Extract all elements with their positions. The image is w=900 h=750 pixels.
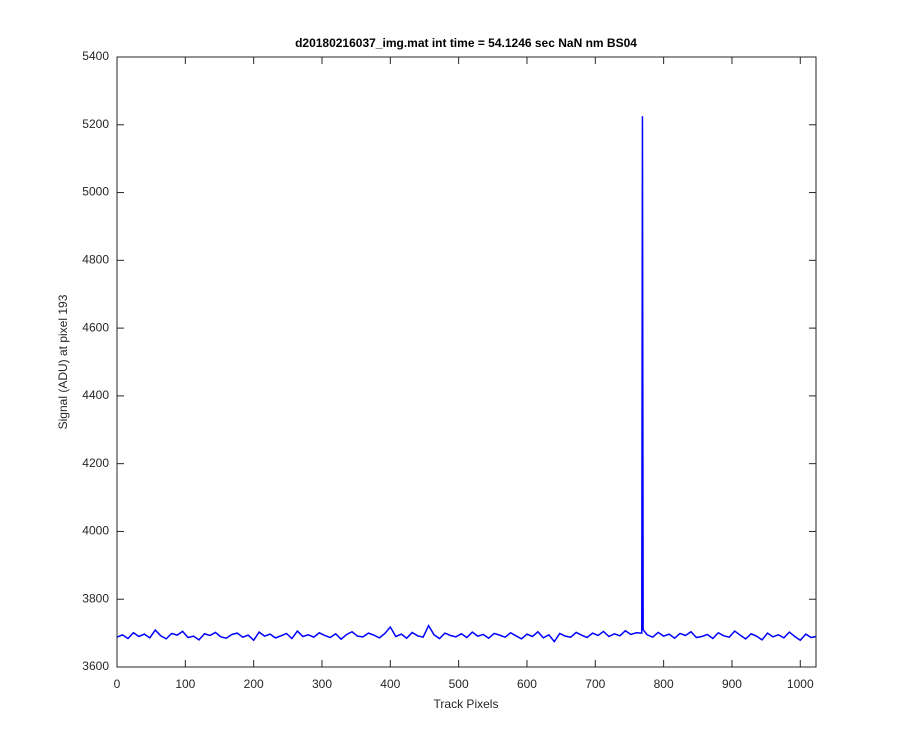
y-tick-label: 5200 [82,117,109,131]
x-tick-label: 600 [517,677,537,691]
y-tick-label: 3600 [82,659,109,673]
x-tick-label: 200 [244,677,264,691]
x-axis-label: Track Pixels [434,697,499,711]
x-tick-label: 300 [312,677,332,691]
x-tick-label: 100 [175,677,195,691]
y-tick-label: 5000 [82,185,109,199]
x-tick-label: 700 [585,677,605,691]
y-tick-label: 4800 [82,253,109,267]
axes-box [116,56,817,668]
y-tick-label: 5400 [82,49,109,63]
data-line [116,116,817,643]
y-axis-label: Signal (ADU) at pixel 193 [56,294,70,429]
x-tick-label: 900 [722,677,742,691]
x-tick-label: 800 [654,677,674,691]
x-tick-label: 1000 [787,677,814,691]
y-tick-label: 3800 [82,591,109,605]
chart-title: d20180216037_img.mat int time = 54.1246 … [295,36,637,50]
x-tick-label: 0 [114,677,121,691]
x-tick-label: 500 [449,677,469,691]
x-tick-label: 400 [380,677,400,691]
y-tick-label: 4000 [82,524,109,538]
y-tick-label: 4200 [82,456,109,470]
y-tick-label: 4400 [82,388,109,402]
y-tick-label: 4600 [82,320,109,334]
